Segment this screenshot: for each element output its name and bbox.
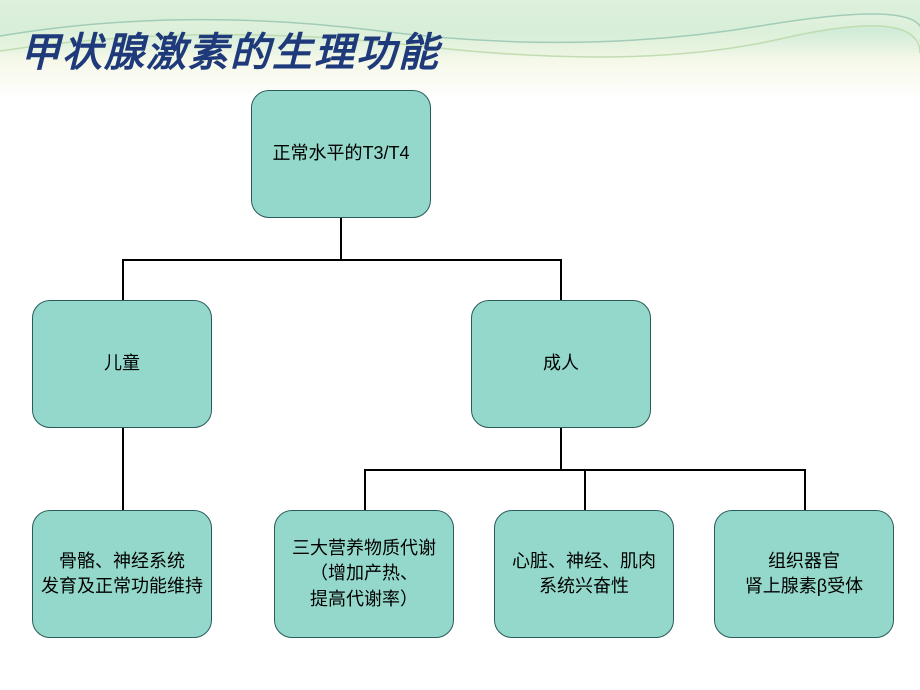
tree-level2-label: 成人 bbox=[543, 351, 579, 376]
tree-level2-node: 成人 bbox=[471, 300, 651, 428]
tree-level2-label: 儿童 bbox=[104, 351, 140, 376]
connector bbox=[122, 259, 562, 261]
connector bbox=[364, 469, 366, 510]
connector bbox=[584, 469, 586, 510]
tree-level3-node: 骨骼、神经系统发育及正常功能维持 bbox=[32, 510, 212, 638]
tree-level2-node: 儿童 bbox=[32, 300, 212, 428]
connector bbox=[122, 259, 124, 300]
tree-level3-label: 心脏、神经、肌肉系统兴奋性 bbox=[512, 549, 656, 599]
connector bbox=[804, 469, 806, 510]
tree-level3-node: 三大营养物质代谢（增加产热、提高代谢率） bbox=[274, 510, 454, 638]
tree-level3-node: 组织器官肾上腺素β受体 bbox=[714, 510, 894, 638]
connector bbox=[560, 428, 562, 469]
tree-root-label: 正常水平的T3/T4 bbox=[272, 141, 409, 166]
tree-level3-label: 骨骼、神经系统发育及正常功能维持 bbox=[41, 549, 203, 599]
tree-level3-label: 三大营养物质代谢（增加产热、提高代谢率） bbox=[292, 536, 436, 612]
connector bbox=[122, 428, 124, 510]
connector bbox=[560, 259, 562, 300]
connector bbox=[340, 218, 342, 259]
tree-level3-node: 心脏、神经、肌肉系统兴奋性 bbox=[494, 510, 674, 638]
slide-title: 甲状腺激素的生理功能 bbox=[20, 20, 440, 78]
tree-root-node: 正常水平的T3/T4 bbox=[251, 90, 431, 218]
tree-level3-label: 组织器官肾上腺素β受体 bbox=[745, 549, 863, 599]
